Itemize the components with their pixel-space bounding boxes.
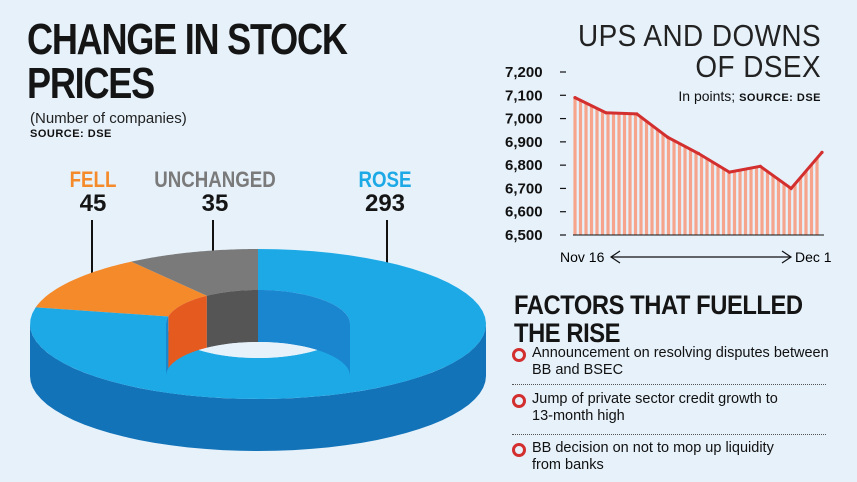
- y-axis-ticks: 7,200 7,100 7,000 6,900 6,800 6,700 6,600 6,500: [505, 64, 566, 244]
- line-title-1: UPS AND DOWNS: [577, 18, 821, 53]
- factor-2-line-1: Jump of private sector credit growth to: [532, 391, 778, 407]
- line-source-label: SOURCE: DSE: [739, 92, 821, 104]
- title-line-2: PRICES: [27, 59, 155, 108]
- y-tick-label: 7,100: [505, 87, 543, 104]
- donut-inner-wall-unchanged: [206, 290, 258, 348]
- bullet-icon: [512, 348, 526, 362]
- value-fell: 45: [79, 190, 107, 217]
- label-rose: ROSE: [358, 167, 412, 192]
- factors-title-1: FACTORS THAT FUELLED: [514, 290, 803, 320]
- y-tick-label: 7,000: [505, 111, 543, 128]
- line-title-2: OF DSEX: [695, 49, 821, 84]
- y-tick-label: 7,200: [505, 64, 543, 81]
- bullet-icon: [512, 394, 526, 408]
- donut-slice-unchanged: [131, 249, 258, 296]
- data-point: [604, 111, 608, 115]
- factor-2-line-2: 13-month high: [532, 408, 625, 424]
- y-tick-label: 6,800: [505, 157, 543, 174]
- title-line-1: CHANGE IN STOCK: [27, 15, 348, 64]
- x-axis: Nov 16 Dec 1: [560, 249, 832, 265]
- line-chart-title: UPS AND DOWNS OF DSEX: [578, 20, 821, 82]
- value-unchanged: 35: [201, 190, 229, 217]
- unit-label: In points;: [678, 88, 736, 104]
- y-tick-label: 6,700: [505, 180, 543, 197]
- factors-title-2: THE RISE: [514, 318, 621, 348]
- divider: [512, 434, 826, 435]
- donut-slice-rose: [30, 249, 486, 399]
- y-tick-label: 6,500: [505, 227, 543, 244]
- divider: [512, 384, 826, 385]
- data-points: [573, 96, 824, 191]
- line-chart-subtitle: In points; SOURCE: DSE: [678, 88, 821, 104]
- area-stripes: [573, 97, 824, 236]
- x-axis-arrow-right: [781, 250, 793, 264]
- data-point: [635, 112, 639, 116]
- data-point: [696, 151, 701, 156]
- data-point: [758, 164, 762, 168]
- donut-inner-wall-rose: [166, 316, 169, 376]
- data-point: [666, 135, 670, 139]
- dsex-line-chart: 7,200 7,100 7,000 6,900 6,800 6,700 6,600 6,500…: [505, 64, 832, 265]
- chart-title-stock-prices: CHANGE IN STOCK PRICES: [27, 18, 371, 106]
- x-end-label: Dec 1: [795, 249, 832, 265]
- factor-1-line-2: BB and BSEC: [532, 362, 624, 378]
- data-point: [573, 96, 577, 100]
- donut-slice-fell: [35, 261, 207, 317]
- value-rose: 293: [364, 190, 406, 217]
- data-point: [727, 170, 731, 174]
- factor-1-line-1: Announcement on resolving disputes betwe…: [532, 345, 829, 361]
- data-point: [789, 186, 793, 191]
- donut-inner-wall-fell: [168, 295, 207, 369]
- x-start-label: Nov 16: [560, 249, 605, 265]
- label-unchanged: UNCHANGED: [154, 167, 276, 192]
- label-fell: FELL: [69, 167, 117, 192]
- factors-title: FACTORS THAT FUELLED THE RISE: [514, 291, 803, 347]
- y-tick-label: 6,900: [505, 134, 543, 151]
- source-label: SOURCE: DSE: [30, 128, 112, 140]
- factor-3-line-1: BB decision on not to mop up liquidity: [532, 440, 774, 456]
- subtitle: (Number of companies): [30, 110, 187, 127]
- y-tick-label: 6,600: [505, 204, 543, 221]
- donut-slices: [30, 249, 486, 451]
- factor-3-line-2: from banks: [532, 457, 604, 473]
- x-axis-arrow-left: [609, 250, 621, 264]
- bullet-icon: [512, 443, 526, 457]
- donut-side-rose: [30, 324, 486, 451]
- donut-chart: [30, 249, 486, 451]
- data-point: [820, 150, 824, 154]
- donut-inner-wall-rose: [258, 290, 350, 376]
